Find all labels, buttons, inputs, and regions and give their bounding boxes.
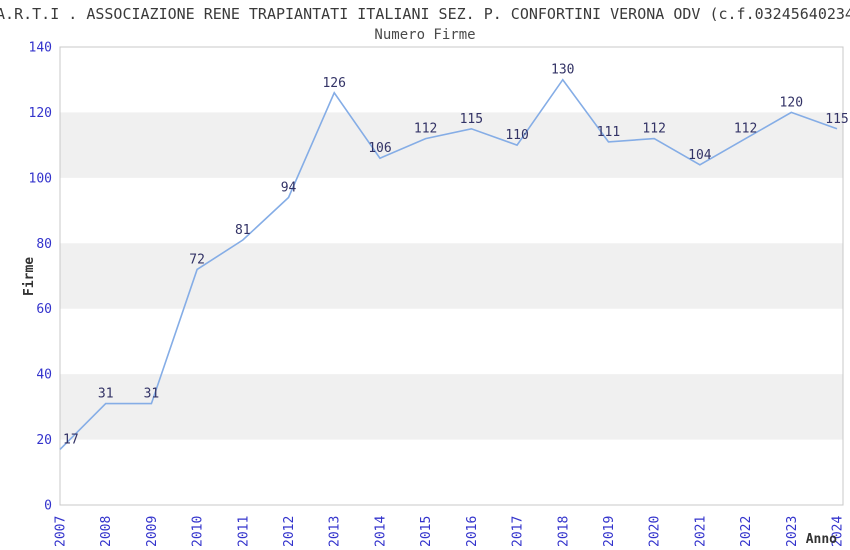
x-tick-label: 2011 [236, 516, 251, 547]
data-label: 110 [505, 128, 528, 143]
data-label: 115 [825, 112, 848, 127]
data-label: 120 [780, 95, 803, 110]
data-label: 130 [551, 63, 574, 78]
x-tick-label: 2020 [648, 516, 663, 547]
x-tick-label: 2024 [831, 516, 846, 547]
y-tick-label: 0 [44, 499, 52, 514]
data-label: 81 [235, 223, 251, 238]
data-label: 94 [281, 180, 297, 195]
x-tick-label: 2016 [465, 516, 480, 547]
data-label: 115 [460, 112, 483, 127]
x-tick-label: 2019 [602, 516, 617, 547]
x-tick-label: 2007 [54, 516, 69, 547]
y-tick-label: 120 [29, 106, 52, 121]
data-label: 112 [734, 122, 757, 137]
chart-title: A.R.T.I . ASSOCIAZIONE RENE TRAPIANTATI … [0, 5, 850, 23]
y-axis-title: Firme [22, 257, 37, 296]
data-label: 72 [189, 252, 205, 267]
x-tick-label: 2017 [511, 516, 526, 547]
data-label: 17 [63, 432, 79, 447]
x-tick-label: 2013 [328, 516, 343, 547]
x-tick-label: 2008 [99, 516, 114, 547]
data-label: 31 [144, 387, 160, 402]
data-label: 106 [368, 141, 391, 156]
data-label: 112 [642, 122, 665, 137]
y-tick-label: 60 [36, 302, 52, 317]
y-tick-label: 20 [36, 433, 52, 448]
data-label: 112 [414, 122, 437, 137]
x-tick-label: 2023 [785, 516, 800, 547]
chart-subtitle: Numero Firme [374, 27, 476, 43]
x-tick-label: 2014 [373, 516, 388, 547]
x-axis-title: Anno [806, 532, 837, 547]
plot-border [59, 46, 844, 506]
x-tick-label: 2022 [739, 516, 754, 547]
y-tick-label: 100 [29, 171, 52, 186]
plot-band [60, 374, 843, 440]
x-tick-label: 2018 [556, 516, 571, 547]
x-tick-label: 2010 [191, 516, 206, 547]
x-tick-label: 2012 [282, 516, 297, 547]
data-line [59, 78, 838, 450]
data-label: 111 [597, 125, 620, 140]
y-tick-label: 140 [29, 41, 52, 56]
x-tick-label: 2015 [419, 516, 434, 547]
y-tick-label: 80 [36, 237, 52, 252]
data-label: 31 [98, 387, 114, 402]
x-tick-label: 2021 [693, 516, 708, 547]
plot-band [60, 243, 843, 309]
plot-band [60, 112, 843, 178]
y-tick-label: 40 [36, 368, 52, 383]
data-label: 126 [322, 76, 345, 91]
x-tick-label: 2009 [145, 516, 160, 547]
data-label: 104 [688, 148, 712, 163]
